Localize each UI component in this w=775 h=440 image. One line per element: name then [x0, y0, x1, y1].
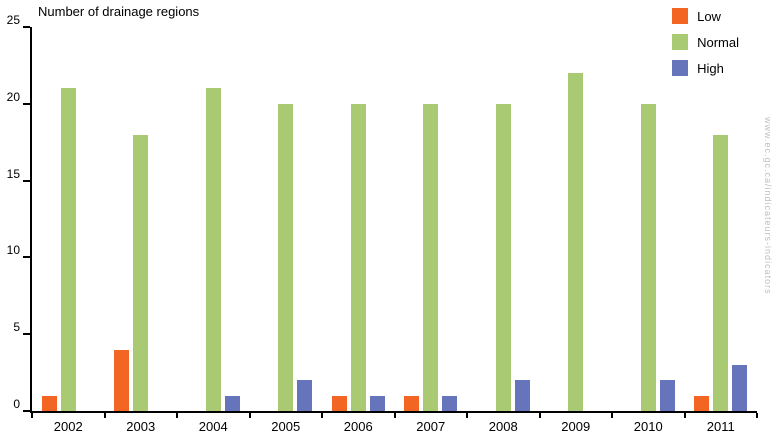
y-tick-mark: [23, 410, 30, 412]
bar-group-2003: 2003: [103, 27, 178, 434]
legend-swatch-normal: [672, 34, 689, 50]
x-tick-mark: [466, 413, 468, 418]
x-tick-mark: [756, 413, 758, 418]
x-tick-mark: [611, 413, 613, 418]
legend-swatch-low: [672, 8, 689, 24]
legend: Low Normal High: [672, 8, 739, 76]
bar-2007-high: [442, 396, 458, 411]
bar-2006-low: [331, 396, 347, 411]
bar-group-2009: 2009: [538, 27, 613, 434]
x-axis-label-2006: 2006: [343, 419, 373, 434]
x-tick-mark: [31, 413, 33, 418]
y-tick-label: 20: [6, 89, 20, 104]
bar-2008-high: [514, 380, 530, 411]
x-tick-mark: [248, 413, 251, 418]
bar-groups: 2002 2003 2004 2005 2006 2007 2008 2009 2010 2011: [31, 27, 758, 434]
y-tick-mark: [23, 179, 30, 182]
x-tick-mark: [393, 413, 396, 418]
legend-label: Normal: [697, 34, 739, 50]
y-tick-mark: [23, 102, 30, 105]
bar-2004-normal: [205, 88, 221, 411]
legend-label: High: [697, 60, 724, 76]
watermark-url: www.ec.gc.ca/indicateurs-indicators: [763, 117, 773, 295]
legend-swatch-high: [672, 60, 689, 76]
x-axis-label-2005: 2005: [271, 419, 301, 434]
bar-2003-low: [114, 350, 130, 411]
bar-2011-low: [694, 396, 710, 411]
x-axis-label-2003: 2003: [126, 419, 156, 434]
x-axis-label-2004: 2004: [198, 419, 228, 434]
x-tick-mark: [176, 413, 178, 418]
bar-2006-high: [369, 396, 385, 411]
bar-group-2005: 2005: [248, 27, 323, 434]
bar-2011-high: [732, 365, 748, 411]
legend-item-low: Low: [672, 8, 739, 24]
y-tick-label: 25: [6, 13, 20, 27]
x-tick-mark: [683, 413, 686, 418]
bar-2004-high: [224, 396, 240, 411]
bar-2003-normal: [133, 135, 149, 411]
x-axis-label-2011: 2011: [706, 419, 735, 434]
x-axis-label-2002: 2002: [53, 419, 83, 434]
bar-2005-normal: [278, 104, 294, 411]
bar-group-2006: 2006: [321, 27, 395, 434]
y-tick-mark: [23, 333, 30, 336]
bar-2006-normal: [350, 104, 366, 411]
bar-group-2011: 2011: [683, 27, 758, 434]
legend-label: Low: [697, 8, 721, 24]
bar-2007-low: [404, 396, 420, 411]
bar-2009-normal: [568, 73, 584, 411]
x-axis-label-2008: 2008: [488, 419, 518, 434]
bar-2010-normal: [640, 104, 656, 411]
chart-title: Number of drainage regions: [38, 4, 200, 19]
bar-2002-normal: [60, 88, 76, 411]
bar-group-2004: 2004: [176, 27, 250, 434]
y-tick-label: 15: [6, 166, 20, 181]
bar-group-2010: 2010: [611, 27, 685, 434]
y-tick-label: 0: [13, 397, 20, 411]
x-tick-mark: [321, 413, 323, 418]
y-tick-label: 10: [6, 243, 20, 258]
bar-2010-high: [659, 380, 675, 411]
bar-2008-normal: [495, 104, 511, 411]
x-axis-label-2010: 2010: [633, 419, 663, 434]
y-tick-mark: [23, 26, 30, 28]
bar-group-2002: 2002: [31, 27, 105, 434]
bar-2007-normal: [423, 104, 439, 411]
bar-2005-high: [297, 380, 313, 411]
y-tick-label: 5: [13, 320, 20, 335]
x-axis-label-2007: 2007: [416, 419, 446, 434]
x-tick-mark: [103, 413, 106, 418]
plot-area: 0 5 10 15 20 25 2002 2003 2004 2005 2006 2007 2008 20…: [7, 13, 758, 434]
bar-2011-normal: [713, 135, 729, 411]
bar-2002-low: [41, 396, 57, 411]
bar-group-2008: 2008: [466, 27, 540, 434]
x-axis-label-2009: 2009: [561, 419, 591, 434]
legend-item-high: High: [672, 60, 739, 76]
x-tick-mark: [538, 413, 541, 418]
bar-group-2007: 2007: [393, 27, 468, 434]
y-tick-mark: [23, 256, 30, 259]
legend-item-normal: Normal: [672, 34, 739, 50]
